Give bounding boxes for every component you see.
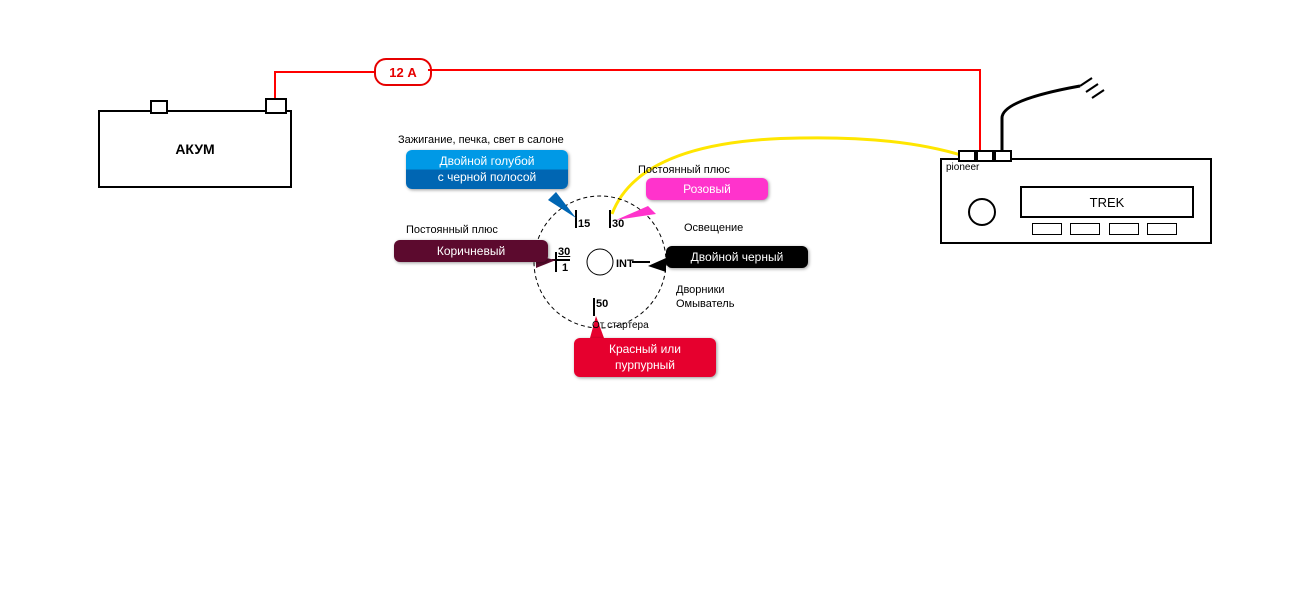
battery-term-plus	[265, 98, 287, 114]
term-1: 1	[562, 262, 568, 274]
radio-conn3	[994, 150, 1012, 162]
callout-black-label: Двойной черный	[691, 250, 784, 264]
callout-red-l2: пурпурный	[580, 358, 710, 374]
annot-wipers2: Омыватель	[676, 298, 734, 310]
battery: АКУМ	[98, 110, 292, 188]
tail-black	[648, 258, 666, 272]
annot-lighting: Освещение	[684, 222, 743, 234]
radio-conn1	[958, 150, 976, 162]
ground-symbol	[1080, 78, 1104, 98]
tail-blue	[548, 192, 576, 218]
term-30a: 30	[558, 246, 570, 258]
radio-knob	[968, 198, 996, 226]
fuse: 12 А	[374, 58, 432, 86]
radio-display: TREK	[1020, 186, 1194, 218]
ign-center	[587, 249, 613, 275]
callout-black: Двойной черный	[666, 246, 808, 268]
callout-brown: Коричневый	[394, 240, 548, 262]
annot-wipers1: Дворники	[676, 284, 725, 296]
radio-btn	[1147, 223, 1177, 235]
radio-btn	[1070, 223, 1100, 235]
annot-ign-top: Зажигание, печка, свет в салоне	[398, 134, 564, 146]
radio-display-text: TREK	[1090, 195, 1125, 210]
radio-buttons	[1032, 222, 1181, 240]
radio-brand: pioneer	[946, 162, 979, 173]
radio: pioneer TREK	[940, 158, 1212, 244]
wire-red-left	[275, 72, 374, 104]
wiring-layer	[0, 0, 1308, 594]
callout-blue: Двойной голубой с черной полосой	[406, 150, 568, 189]
battery-label: АКУМ	[175, 141, 214, 157]
callout-blue-l2: с черной полосой	[412, 170, 562, 186]
radio-btn	[1032, 223, 1062, 235]
battery-term-neg	[150, 100, 168, 114]
annot-perm-plus-left: Постоянный плюс	[406, 224, 498, 236]
callout-pink-label: Розовый	[683, 182, 731, 196]
radio-btn	[1109, 223, 1139, 235]
callout-blue-l1: Двойной голубой	[412, 154, 562, 170]
term-INT: INT	[616, 258, 634, 270]
callout-red-l1: Красный или	[580, 342, 710, 358]
term-15: 15	[578, 218, 590, 230]
callout-pink: Розовый	[646, 178, 768, 200]
annot-starter: От стартера	[592, 320, 649, 331]
radio-conn2	[976, 150, 994, 162]
term-50: 50	[596, 298, 608, 310]
callout-brown-label: Коричневый	[437, 244, 505, 258]
annot-perm-plus-right: Постоянный плюс	[638, 164, 730, 176]
callout-red: Красный или пурпурный	[574, 338, 716, 377]
wire-ground	[1002, 86, 1080, 158]
fuse-label: 12 А	[389, 65, 416, 80]
term-30: 30	[612, 218, 624, 230]
